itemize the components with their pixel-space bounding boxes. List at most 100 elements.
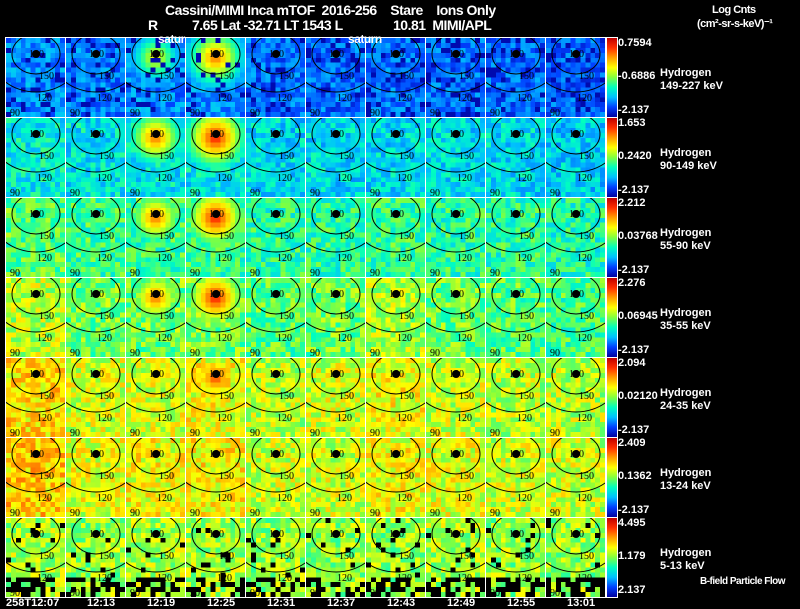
contour-label: 120 bbox=[217, 253, 232, 264]
contour-label: 90 bbox=[550, 108, 560, 117]
contour-label: 90 bbox=[430, 188, 440, 197]
field-contours: 180 150 120 90 bbox=[426, 38, 485, 117]
image-panel: 180 150 120 90 bbox=[5, 117, 66, 198]
planet-marker bbox=[152, 50, 160, 58]
contour-label: 120 bbox=[37, 173, 52, 184]
contour-line bbox=[551, 438, 601, 475]
contour-label: 120 bbox=[97, 173, 112, 184]
contour-label: 180 bbox=[329, 129, 344, 140]
contour-line bbox=[131, 118, 181, 155]
time-tick-label: 12:43 bbox=[387, 597, 416, 609]
contour-line bbox=[486, 481, 545, 493]
contour-line bbox=[131, 38, 181, 75]
field-contours: 180 150 120 90 bbox=[246, 438, 305, 517]
contour-label: 150 bbox=[459, 71, 474, 82]
contour-label: 150 bbox=[279, 471, 294, 482]
contour-line bbox=[186, 401, 245, 413]
contour-label: 150 bbox=[99, 391, 114, 402]
planet-marker bbox=[572, 450, 580, 458]
image-panel: 180 150 120 90 bbox=[545, 117, 606, 198]
contour-line bbox=[246, 81, 305, 93]
contour-label: 150 bbox=[519, 151, 534, 162]
contour-label: 90 bbox=[490, 508, 500, 517]
contour-line bbox=[306, 81, 365, 93]
contour-label: 150 bbox=[159, 231, 174, 242]
image-panel: 180 150 120 90 bbox=[65, 357, 126, 438]
contour-label: 150 bbox=[39, 311, 54, 322]
contour-line bbox=[251, 118, 301, 155]
field-contours: 180 150 120 90 bbox=[126, 438, 185, 517]
energy-range: 35-55 keV bbox=[660, 320, 711, 332]
planet-marker bbox=[392, 370, 400, 378]
image-panel: 180 150 120 90 bbox=[65, 37, 126, 118]
image-panel: 180 150 120 90 bbox=[65, 277, 126, 358]
field-contours: 180 150 120 90 bbox=[6, 118, 65, 197]
overlay-saturn: saturn bbox=[348, 32, 382, 46]
contour-label: 90 bbox=[490, 188, 500, 197]
field-contours: 180 150 120 90 bbox=[66, 198, 125, 277]
contour-line bbox=[11, 38, 61, 75]
image-panel: 180 150 120 90 bbox=[545, 517, 606, 598]
contour-label: 150 bbox=[99, 71, 114, 82]
planet-marker bbox=[212, 290, 220, 298]
planet-marker bbox=[152, 210, 160, 218]
image-panel: 180 150 120 90 bbox=[125, 277, 186, 358]
r-label: R bbox=[148, 17, 158, 33]
planet-marker bbox=[512, 210, 520, 218]
field-contours: 180 150 120 90 bbox=[366, 518, 425, 597]
contour-label: 120 bbox=[337, 333, 352, 344]
contour-label: 90 bbox=[250, 108, 260, 117]
contour-label: 90 bbox=[130, 508, 140, 517]
contour-line bbox=[491, 278, 541, 315]
contour-label: 90 bbox=[250, 348, 260, 357]
colorbar-cmax-label: 0.7594 bbox=[618, 37, 652, 49]
contour-label: 180 bbox=[449, 529, 464, 540]
contour-line bbox=[251, 438, 301, 475]
contour-label: 150 bbox=[519, 231, 534, 242]
time-tick-label: 12:49 bbox=[447, 597, 476, 609]
contour-label: 120 bbox=[517, 573, 532, 584]
planet-marker bbox=[212, 450, 220, 458]
contour-line bbox=[486, 321, 545, 333]
field-contours: 180 150 120 90 bbox=[486, 278, 545, 357]
contour-label: 180 bbox=[29, 289, 44, 300]
field-contours: 180 150 120 90 bbox=[246, 38, 305, 117]
contour-label: 90 bbox=[190, 188, 200, 197]
field-contours: 180 150 120 90 bbox=[426, 358, 485, 437]
contour-label: 180 bbox=[29, 449, 44, 460]
contour-label: 120 bbox=[97, 493, 112, 504]
contour-label: 180 bbox=[449, 369, 464, 380]
contour-label: 150 bbox=[519, 471, 534, 482]
image-panel: 180 150 120 90 bbox=[485, 517, 546, 598]
planet-marker bbox=[212, 210, 220, 218]
contour-label: 90 bbox=[310, 108, 320, 117]
image-panel: 180 150 120 90 bbox=[185, 437, 246, 518]
contour-line bbox=[246, 161, 305, 173]
contour-label: 150 bbox=[159, 471, 174, 482]
contour-label: 120 bbox=[397, 173, 412, 184]
image-panel: 180 150 120 90 bbox=[545, 37, 606, 118]
species-name: Hydrogen bbox=[660, 387, 712, 399]
contour-label: 150 bbox=[159, 391, 174, 402]
image-panel: 180 150 120 90 bbox=[5, 197, 66, 278]
l-value-source: 10.81 MIMI/APL bbox=[393, 17, 492, 33]
planet-marker bbox=[92, 210, 100, 218]
contour-label: 180 bbox=[209, 129, 224, 140]
image-panel: 180 150 120 90 bbox=[125, 117, 186, 198]
overlay-satur: satur bbox=[158, 32, 185, 46]
field-contours: 180 150 120 90 bbox=[426, 118, 485, 197]
contour-line bbox=[126, 401, 185, 413]
contour-line bbox=[71, 198, 121, 235]
contour-label: 90 bbox=[370, 508, 380, 517]
contour-label: 90 bbox=[430, 268, 440, 277]
field-contours: 180 150 120 90 bbox=[306, 518, 365, 597]
contour-label: 90 bbox=[10, 428, 20, 437]
contour-line bbox=[191, 118, 241, 155]
contour-line bbox=[11, 358, 61, 395]
contour-label: 120 bbox=[517, 413, 532, 424]
contour-label: 180 bbox=[569, 209, 584, 220]
contour-line bbox=[186, 321, 245, 333]
contour-label: 120 bbox=[157, 333, 172, 344]
contour-label: 90 bbox=[550, 588, 560, 597]
time-tick-label: 258T12:07 bbox=[6, 597, 60, 609]
